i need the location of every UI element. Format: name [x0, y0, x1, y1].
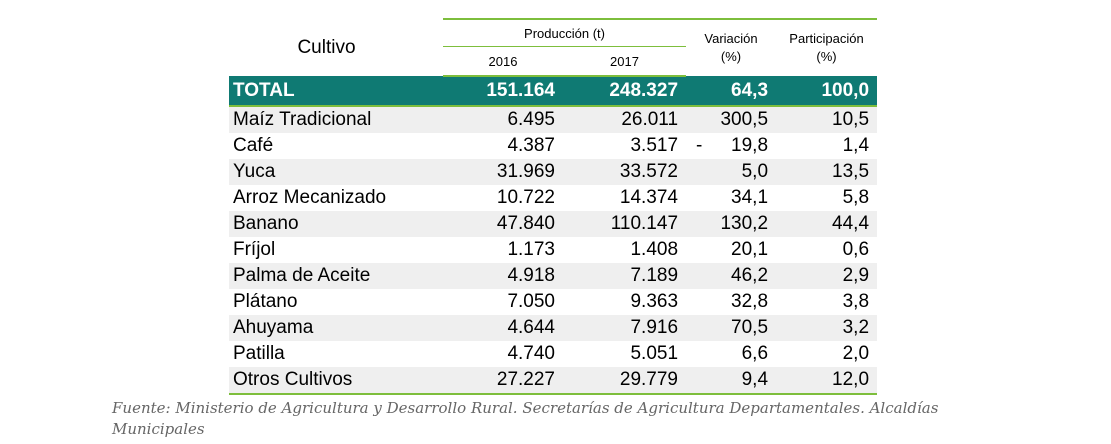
cultivo-cell: Ahuyama: [229, 315, 443, 341]
header-participacion: Participación (%): [776, 18, 878, 76]
participacion-cell: 10,5: [776, 106, 878, 133]
header-row-2: 2016 2017: [229, 46, 877, 77]
produccion-2016-cell: 4.644: [443, 315, 563, 341]
cultivo-cell: Otros Cultivos: [229, 367, 443, 395]
header-variacion: Variación (%): [686, 18, 777, 76]
cultivo-cell: Yuca: [229, 159, 443, 185]
variacion-cell: 9,4: [686, 367, 777, 395]
crop-production-table-container: Cultivo Producción (t) Variación (%) Par…: [229, 18, 878, 395]
produccion-2017-cell: 1.408: [563, 237, 687, 263]
variacion-value: 6,6: [741, 343, 769, 364]
cultivo-cell: Patilla: [229, 341, 443, 367]
produccion-2017-cell: 7.916: [563, 315, 687, 341]
variacion-value: 130,2: [720, 213, 769, 234]
produccion-2017-cell: 5.051: [563, 341, 687, 367]
produccion-2016-cell: 31.969: [443, 159, 563, 185]
variacion-cell: - 19,8: [686, 133, 777, 159]
produccion-2017-cell: 7.189: [563, 263, 687, 289]
total-2016: 151.164: [443, 76, 563, 107]
total-2017: 248.327: [563, 76, 687, 107]
table-row: Arroz Mecanizado 10.722 14.374 34,1 5,8: [229, 185, 878, 211]
cultivo-cell: Arroz Mecanizado: [229, 185, 443, 211]
variacion-value: 32,8: [731, 291, 769, 312]
produccion-2016-cell: 47.840: [443, 211, 563, 237]
header-cultivo: Cultivo: [297, 36, 356, 58]
participacion-cell: 5,8: [776, 185, 878, 211]
produccion-2016-cell: 4.740: [443, 341, 563, 367]
produccion-2017-cell: 14.374: [563, 185, 687, 211]
participacion-cell: 2,0: [776, 341, 878, 367]
variacion-sign: -: [696, 135, 703, 156]
participacion-cell: 1,4: [776, 133, 878, 159]
variacion-value: 19,8: [731, 135, 769, 156]
header-participacion-label: Participación: [789, 31, 864, 46]
total-variacion: 64,3: [686, 76, 777, 107]
produccion-2017-cell: 9.363: [563, 289, 687, 315]
produccion-2017-cell: 29.779: [563, 367, 687, 395]
header-year-2016: 2016: [443, 46, 563, 77]
header-produccion: Producción (t): [443, 18, 687, 47]
variacion-value: 300,5: [720, 109, 769, 130]
variacion-value: 34,1: [731, 187, 769, 208]
variacion-cell: 46,2: [686, 263, 777, 289]
produccion-2016-cell: 4.387: [443, 133, 563, 159]
produccion-2016-cell: 7.050: [443, 289, 563, 315]
participacion-cell: 12,0: [776, 367, 878, 395]
crop-production-table: Cultivo Producción (t) Variación (%) Par…: [229, 18, 878, 395]
variacion-value: 5,0: [741, 161, 769, 182]
variacion-value: 9,4: [741, 369, 769, 390]
table-row: Fríjol 1.173 1.408 20,1 0,6: [229, 237, 878, 263]
header-year-2017: 2017: [563, 46, 687, 77]
participacion-cell: 3,8: [776, 289, 878, 315]
table-row: Yuca 31.969 33.572 5,0 13,5: [229, 159, 878, 185]
cultivo-cell: Fríjol: [229, 237, 443, 263]
source-note: Fuente: Ministerio de Agricultura y Desa…: [112, 399, 939, 438]
variacion-cell: 34,1: [686, 185, 777, 211]
cultivo-cell: Maíz Tradicional: [229, 106, 443, 133]
variacion-cell: 130,2: [686, 211, 777, 237]
participacion-cell: 0,6: [776, 237, 878, 263]
header-participacion-unit: (%): [816, 49, 837, 64]
produccion-2017-cell: 26.011: [563, 106, 687, 133]
total-row: TOTAL 151.164 248.327 64,3 100,0: [229, 76, 878, 107]
variacion-value: 20,1: [731, 239, 769, 260]
produccion-2017-cell: 110.147: [563, 211, 687, 237]
cultivo-cell: Plátano: [229, 289, 443, 315]
total-label: TOTAL: [229, 76, 443, 107]
variacion-value: 70,5: [731, 317, 769, 338]
variacion-cell: 32,8: [686, 289, 777, 315]
header-variacion-unit: (%): [720, 49, 742, 64]
participacion-cell: 2,9: [776, 263, 878, 289]
variacion-value: 46,2: [731, 265, 769, 286]
header-variacion-label: Variación: [704, 31, 758, 46]
table-row: Otros Cultivos 27.227 29.779 9,4 12,0: [229, 367, 878, 395]
table-row: Ahuyama 4.644 7.916 70,5 3,2: [229, 315, 878, 341]
cultivo-cell: Palma de Aceite: [229, 263, 443, 289]
header-row-1: Cultivo Producción (t) Variación (%) Par…: [229, 18, 878, 76]
variacion-cell: 20,1: [686, 237, 777, 263]
variacion-cell: 70,5: [686, 315, 777, 341]
variacion-cell: 6,6: [686, 341, 777, 367]
participacion-cell: 44,4: [776, 211, 878, 237]
produccion-2016-cell: 27.227: [443, 367, 563, 395]
table-row: Plátano 7.050 9.363 32,8 3,8: [229, 289, 878, 315]
participacion-cell: 3,2: [776, 315, 878, 341]
table-row: Palma de Aceite 4.918 7.189 46,2 2,9: [229, 263, 878, 289]
table-row: Banano 47.840 110.147 130,2 44,4: [229, 211, 878, 237]
produccion-2017-cell: 33.572: [563, 159, 687, 185]
total-participacion: 100,0: [776, 76, 878, 107]
table-row: Café 4.387 3.517- 19,8 1,4: [229, 133, 878, 159]
participacion-cell: 13,5: [776, 159, 878, 185]
produccion-2016-cell: 1.173: [443, 237, 563, 263]
cultivo-cell: Banano: [229, 211, 443, 237]
produccion-2016-cell: 6.495: [443, 106, 563, 133]
variacion-cell: 5,0: [686, 159, 777, 185]
cultivo-cell: Café: [229, 133, 443, 159]
table-row: Patilla 4.740 5.051 6,6 2,0: [229, 341, 878, 367]
produccion-2017-cell: 3.517: [563, 133, 687, 159]
table-row: Maíz Tradicional 6.495 26.011 300,5 10,5: [229, 106, 878, 133]
produccion-2016-cell: 10.722: [443, 185, 563, 211]
produccion-2016-cell: 4.918: [443, 263, 563, 289]
variacion-cell: 300,5: [686, 106, 777, 133]
